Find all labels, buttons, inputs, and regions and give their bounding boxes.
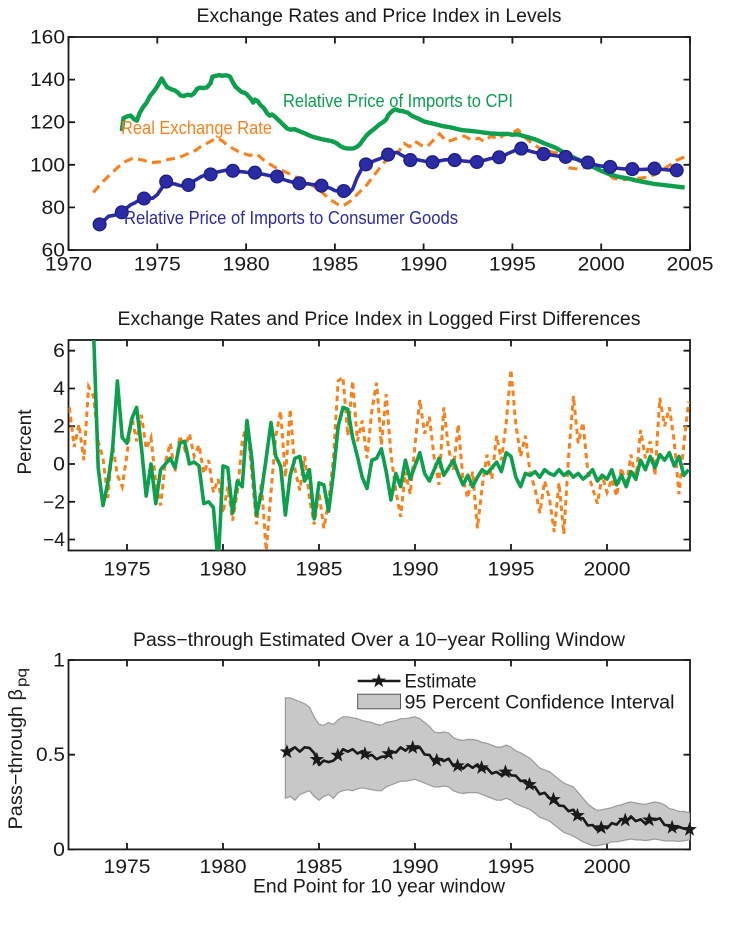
svg-text:Exchange Rates and Price Index: Exchange Rates and Price Index in Levels bbox=[197, 6, 562, 27]
svg-text:pq: pq bbox=[15, 668, 31, 687]
svg-text:2000: 2000 bbox=[578, 254, 625, 275]
svg-text:1985: 1985 bbox=[296, 857, 343, 878]
svg-text:60: 60 bbox=[42, 241, 66, 262]
svg-text:140: 140 bbox=[30, 70, 65, 91]
svg-text:80: 80 bbox=[42, 198, 66, 219]
svg-text:1990: 1990 bbox=[392, 857, 439, 878]
svg-text:2005: 2005 bbox=[667, 254, 714, 275]
svg-text:Pass−through β: Pass−through β bbox=[6, 689, 27, 830]
svg-text:1970: 1970 bbox=[45, 254, 92, 275]
svg-text:100: 100 bbox=[30, 155, 65, 176]
svg-text:2000: 2000 bbox=[584, 857, 631, 878]
svg-text:Exchange Rates and Price Index: Exchange Rates and Price Index in Logged… bbox=[118, 309, 641, 330]
svg-text:1980: 1980 bbox=[200, 560, 247, 581]
svg-text:1975: 1975 bbox=[134, 254, 181, 275]
svg-text:Percent: Percent bbox=[15, 409, 36, 475]
svg-text:−4: −4 bbox=[43, 530, 65, 551]
svg-text:0: 0 bbox=[53, 455, 65, 476]
svg-text:160: 160 bbox=[30, 28, 65, 49]
svg-text:Relative Price of Imports to C: Relative Price of Imports to Consumer Go… bbox=[124, 208, 458, 228]
svg-text:1975: 1975 bbox=[104, 560, 151, 581]
svg-text:End Point for 10 year window: End Point for 10 year window bbox=[253, 877, 505, 898]
svg-text:1995: 1995 bbox=[488, 560, 535, 581]
svg-text:1: 1 bbox=[53, 651, 65, 672]
svg-text:95 Percent Confidence Interval: 95 Percent Confidence Interval bbox=[405, 693, 675, 714]
svg-text:1985: 1985 bbox=[311, 254, 358, 275]
svg-text:Real Exchange Rate: Real Exchange Rate bbox=[121, 118, 272, 138]
svg-text:1990: 1990 bbox=[392, 560, 439, 581]
svg-text:4: 4 bbox=[53, 379, 65, 400]
svg-text:Pass−through Estimated Over a: Pass−through Estimated Over a 10−year Ro… bbox=[133, 630, 625, 651]
svg-text:0: 0 bbox=[53, 840, 65, 861]
svg-text:0.5: 0.5 bbox=[36, 745, 65, 766]
svg-text:6: 6 bbox=[53, 341, 65, 362]
svg-text:2000: 2000 bbox=[584, 560, 631, 581]
svg-text:1980: 1980 bbox=[200, 857, 247, 878]
svg-text:1980: 1980 bbox=[223, 254, 270, 275]
svg-text:1990: 1990 bbox=[400, 254, 447, 275]
svg-text:Relative Price of Imports to C: Relative Price of Imports to CPI bbox=[283, 91, 513, 111]
svg-text:1995: 1995 bbox=[488, 857, 535, 878]
svg-text:120: 120 bbox=[30, 113, 65, 134]
svg-text:−2: −2 bbox=[43, 492, 65, 513]
svg-text:2: 2 bbox=[53, 417, 65, 438]
svg-text:1975: 1975 bbox=[104, 857, 151, 878]
svg-text:Estimate: Estimate bbox=[405, 672, 477, 693]
svg-text:1985: 1985 bbox=[296, 560, 343, 581]
svg-text:1995: 1995 bbox=[489, 254, 536, 275]
